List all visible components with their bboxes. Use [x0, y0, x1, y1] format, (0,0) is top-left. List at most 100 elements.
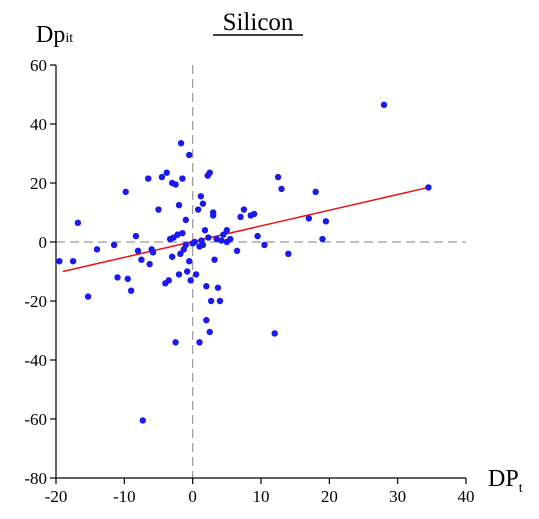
x-axis-title-main: DP — [488, 466, 519, 492]
y-axis-title-sub: it — [65, 31, 73, 46]
data-point — [175, 201, 183, 209]
data-point — [216, 297, 224, 305]
data-point — [223, 227, 231, 234]
data-point — [211, 256, 218, 263]
axis-ticks — [50, 64, 467, 484]
data-point — [184, 268, 191, 275]
y-tick-label: -60 — [24, 410, 47, 429]
data-point — [158, 173, 166, 181]
x-tick-label: 20 — [321, 487, 338, 506]
data-point — [132, 232, 140, 240]
data-point — [124, 275, 131, 283]
data-point — [187, 277, 194, 284]
data-point — [182, 241, 190, 249]
y-tick-label: 0 — [39, 233, 48, 252]
chart-title: Silicon — [223, 9, 294, 36]
x-tick-label: -10 — [113, 487, 136, 506]
data-point — [110, 241, 118, 249]
data-point — [194, 206, 202, 213]
y-tick-label: 20 — [30, 174, 47, 193]
data-point — [114, 274, 121, 281]
regression-line-group — [62, 186, 429, 273]
data-point — [168, 253, 176, 260]
data-point — [134, 247, 142, 255]
data-point — [138, 256, 145, 263]
data-point — [74, 219, 82, 227]
data-point — [201, 227, 209, 234]
data-point — [155, 206, 162, 213]
y-axis-title: Dpit — [36, 22, 73, 48]
y-tick-label: -20 — [24, 292, 47, 311]
data-point — [186, 151, 193, 159]
data-point — [240, 206, 248, 213]
data-point — [380, 101, 388, 109]
data-point — [271, 330, 278, 337]
data-point — [149, 249, 157, 256]
data-point — [165, 277, 172, 284]
data-point — [191, 238, 198, 246]
y-tick-label: -80 — [24, 469, 47, 488]
data-point — [192, 271, 200, 278]
x-tick-label: 30 — [389, 487, 406, 506]
x-tick-label: -20 — [45, 487, 68, 506]
data-point — [203, 316, 210, 324]
data-point — [56, 257, 63, 265]
data-point — [214, 284, 222, 291]
data-point — [261, 241, 268, 249]
data-point — [237, 213, 244, 221]
data-point — [278, 185, 285, 193]
data-points — [56, 101, 432, 424]
data-point — [218, 237, 225, 244]
data-point — [196, 339, 203, 346]
data-point — [182, 216, 190, 224]
data-point — [69, 257, 77, 265]
data-point — [199, 241, 207, 249]
axes — [55, 65, 466, 479]
data-point — [207, 297, 215, 305]
x-tick-label: 0 — [188, 487, 197, 506]
data-point — [319, 235, 326, 243]
data-point — [146, 260, 153, 268]
data-point — [220, 231, 227, 238]
x-axis-title-sub: t — [519, 481, 523, 496]
data-point — [145, 175, 152, 182]
data-point — [177, 139, 185, 147]
y-axis-title-main: Dp — [36, 22, 65, 48]
x-axis-title: DPt — [488, 466, 523, 496]
data-point — [227, 235, 234, 243]
data-point — [172, 181, 179, 188]
data-point — [250, 210, 258, 218]
data-point — [93, 246, 101, 253]
data-point — [122, 188, 129, 196]
data-point — [322, 218, 330, 225]
data-point — [197, 193, 205, 200]
data-point — [312, 188, 319, 196]
data-point — [305, 215, 313, 222]
data-point — [139, 417, 146, 424]
data-point — [254, 232, 261, 240]
y-tick-label: 60 — [30, 56, 47, 75]
data-point — [206, 169, 213, 176]
data-point — [84, 293, 92, 300]
data-point — [179, 229, 186, 237]
data-point — [199, 200, 207, 207]
data-point — [177, 250, 184, 257]
data-point — [172, 339, 179, 346]
data-point — [274, 173, 282, 181]
data-point — [209, 212, 217, 219]
data-point — [175, 271, 183, 278]
data-point — [425, 184, 432, 191]
data-point — [233, 247, 241, 255]
data-point — [186, 257, 193, 265]
regression-line — [62, 186, 429, 273]
data-point — [206, 328, 213, 336]
x-tick-label: 10 — [253, 487, 270, 506]
x-tick-label: 40 — [458, 487, 475, 506]
data-point — [179, 175, 186, 182]
y-tick-label: 40 — [30, 115, 47, 134]
reference-lines — [56, 65, 466, 478]
data-point — [205, 234, 212, 241]
data-point — [203, 283, 210, 290]
